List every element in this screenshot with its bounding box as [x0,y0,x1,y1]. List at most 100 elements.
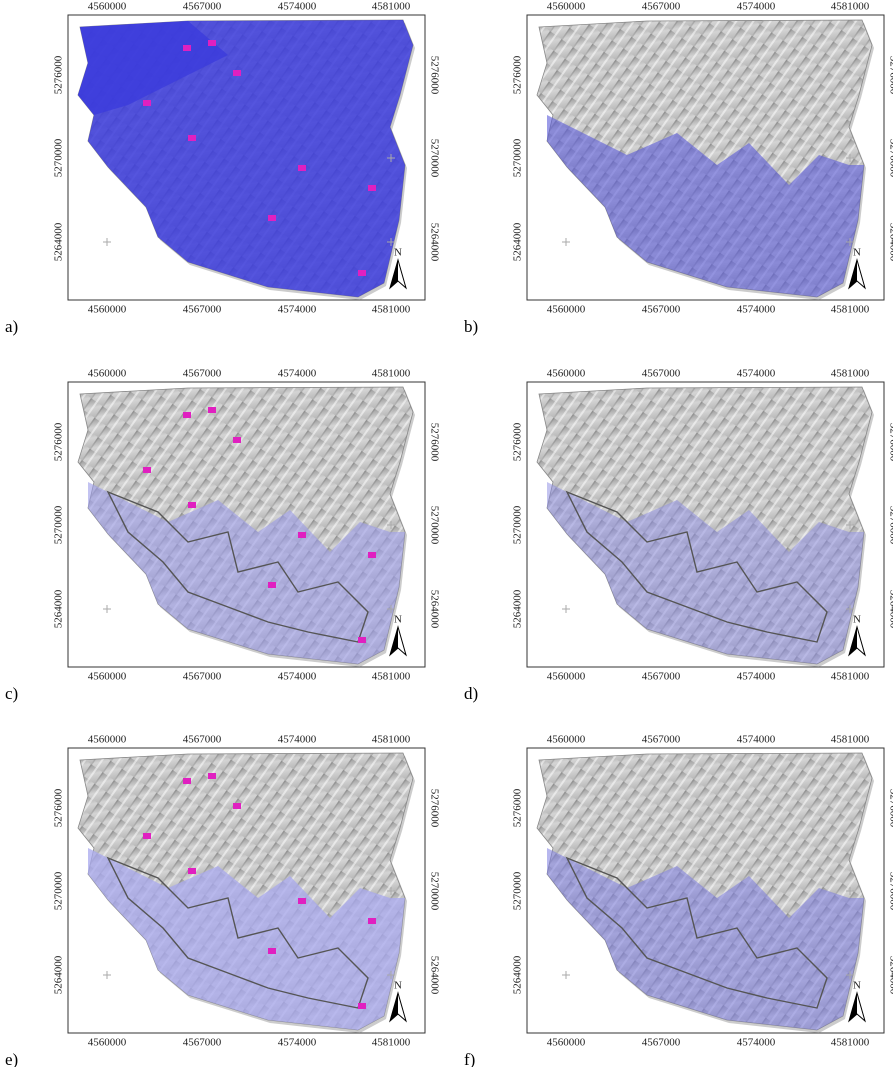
x-tick-label-top: 4560000 [547,368,586,380]
map-panel: N 4560000 4560000 4567000 4567000 4574000 4574… [5,368,440,703]
y-tick-label-right: 5264000 [887,956,893,995]
panel-label: f) [464,1050,475,1067]
x-tick-label-top: 4574000 [737,1,776,13]
hotspot [188,868,196,874]
y-tick-label-left: 5276000 [53,788,65,827]
boundary [106,490,369,643]
x-tick-label-top: 4574000 [278,368,317,380]
x-tick-label-top: 4560000 [88,368,127,380]
north-arrow-half [849,260,857,288]
hotspot [358,1003,366,1009]
hotspot [368,918,376,924]
hotspot [143,833,151,839]
hotspot [268,582,276,588]
x-tick-label-bottom: 4574000 [278,671,317,683]
north-arrow-half [390,260,398,288]
y-tick-label-right: 5276000 [428,423,440,462]
x-tick-label-bottom: 4567000 [183,1037,222,1049]
overlay [547,115,864,297]
north-arrow-half [390,993,398,1021]
y-tick-label-right: 5270000 [428,139,440,178]
panel-label: e) [5,1050,18,1067]
hotspot [233,70,241,76]
x-tick-label-top: 4574000 [737,368,776,380]
hotspot [143,467,151,473]
y-tick-label-right: 5276000 [887,56,893,95]
x-tick-label-top: 4567000 [183,368,222,380]
north-label: N [394,980,402,992]
x-tick-label-bottom: 4567000 [642,1037,681,1049]
y-tick-label-left: 5264000 [512,222,524,261]
hotspot [183,778,191,784]
x-tick-label-bottom: 4574000 [737,1037,776,1049]
panel-label: d) [464,684,478,703]
hotspot [298,165,306,171]
map-panel: N 4560000 4560000 4567000 4567000 4574000 4574… [464,734,893,1067]
y-tick-label-left: 5276000 [512,788,524,827]
y-tick-label-right: 5270000 [887,506,893,545]
y-tick-label-right: 5270000 [428,506,440,545]
hotspot [188,135,196,141]
hotspot [358,637,366,643]
y-tick-label-left: 5276000 [512,55,524,94]
map-panel: N 4560000 4560000 4567000 4567000 4574000 4574… [464,368,893,703]
panel-label: a) [5,317,18,336]
hotspot [358,270,366,276]
y-tick-label-right: 5276000 [887,789,893,828]
y-tick-label-left: 5276000 [53,55,65,94]
x-tick-label-top: 4581000 [372,1,411,13]
hotspot [268,215,276,221]
map-panel: N 4560000 4560000 4567000 4567000 4574000 4574… [5,734,440,1067]
north-label: N [394,247,402,259]
north-label: N [853,614,861,626]
x-tick-label-top: 4560000 [547,734,586,746]
x-tick-label-bottom: 4560000 [88,1037,127,1049]
x-tick-label-bottom: 4560000 [547,304,586,316]
x-tick-label-bottom: 4581000 [831,671,870,683]
x-tick-label-top: 4567000 [183,1,222,13]
hotspot [268,948,276,954]
hotspot [143,100,151,106]
map-panel: N 4560000 4560000 4567000 4567000 4574000 4574… [464,1,893,336]
y-tick-label-right: 5264000 [428,223,440,262]
y-tick-label-left: 5264000 [53,589,65,628]
hotspot [298,532,306,538]
overlay [547,482,864,664]
y-tick-label-right: 5276000 [887,423,893,462]
x-tick-label-top: 4574000 [737,734,776,746]
y-tick-label-left: 5270000 [53,138,65,177]
y-tick-label-left: 5276000 [53,422,65,461]
y-tick-label-left: 5270000 [512,505,524,544]
hotspot [208,40,216,46]
y-tick-label-right: 5276000 [428,789,440,828]
boundary [106,856,369,1009]
north-arrow-half [390,627,398,655]
y-tick-label-right: 5264000 [428,956,440,995]
x-tick-label-bottom: 4560000 [547,1037,586,1049]
x-tick-label-bottom: 4567000 [183,671,222,683]
hotspot [233,803,241,809]
hotspot [188,502,196,508]
x-tick-label-bottom: 4574000 [278,1037,317,1049]
map-panel: N 4560000 4560000 4567000 4567000 4574000 4574… [5,1,440,336]
north-arrow-half [849,627,857,655]
y-tick-label-left: 5270000 [53,505,65,544]
x-tick-label-bottom: 4574000 [737,304,776,316]
x-tick-label-top: 4581000 [831,734,870,746]
y-tick-label-left: 5270000 [512,138,524,177]
overlay [88,482,405,664]
x-tick-label-bottom: 4560000 [88,671,127,683]
y-tick-label-left: 5270000 [512,871,524,910]
y-tick-label-right: 5270000 [887,872,893,911]
north-label: N [853,247,861,259]
y-tick-label-left: 5264000 [512,955,524,994]
boundary [565,490,828,643]
x-tick-label-bottom: 4567000 [642,304,681,316]
y-tick-label-left: 5264000 [53,955,65,994]
north-label: N [853,980,861,992]
hotspot [183,412,191,418]
hotspot [368,185,376,191]
x-tick-label-top: 4560000 [88,1,127,13]
x-tick-label-bottom: 4560000 [547,671,586,683]
y-tick-label-left: 5270000 [53,871,65,910]
